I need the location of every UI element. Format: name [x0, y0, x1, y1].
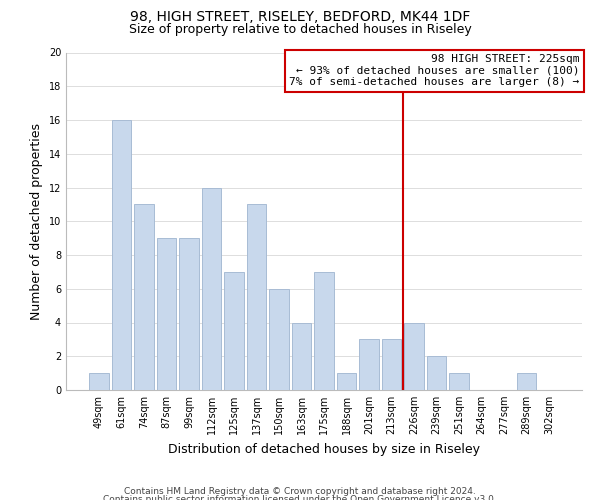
Y-axis label: Number of detached properties: Number of detached properties	[30, 122, 43, 320]
Bar	[202, 188, 221, 390]
Text: Contains HM Land Registry data © Crown copyright and database right 2024.: Contains HM Land Registry data © Crown c…	[124, 488, 476, 496]
Bar	[224, 272, 244, 390]
Bar	[427, 356, 446, 390]
Bar	[404, 322, 424, 390]
Bar	[292, 322, 311, 390]
Bar	[134, 204, 154, 390]
Bar	[247, 204, 266, 390]
Bar	[382, 340, 401, 390]
Bar	[89, 373, 109, 390]
Bar	[112, 120, 131, 390]
Text: Size of property relative to detached houses in Riseley: Size of property relative to detached ho…	[128, 22, 472, 36]
Bar	[517, 373, 536, 390]
Bar	[269, 289, 289, 390]
Text: Contains public sector information licensed under the Open Government Licence v3: Contains public sector information licen…	[103, 495, 497, 500]
Bar	[179, 238, 199, 390]
Bar	[449, 373, 469, 390]
Bar	[359, 340, 379, 390]
Bar	[337, 373, 356, 390]
X-axis label: Distribution of detached houses by size in Riseley: Distribution of detached houses by size …	[168, 442, 480, 456]
Bar	[157, 238, 176, 390]
Text: 98, HIGH STREET, RISELEY, BEDFORD, MK44 1DF: 98, HIGH STREET, RISELEY, BEDFORD, MK44 …	[130, 10, 470, 24]
Text: 98 HIGH STREET: 225sqm
← 93% of detached houses are smaller (100)
7% of semi-det: 98 HIGH STREET: 225sqm ← 93% of detached…	[289, 54, 580, 88]
Bar	[314, 272, 334, 390]
